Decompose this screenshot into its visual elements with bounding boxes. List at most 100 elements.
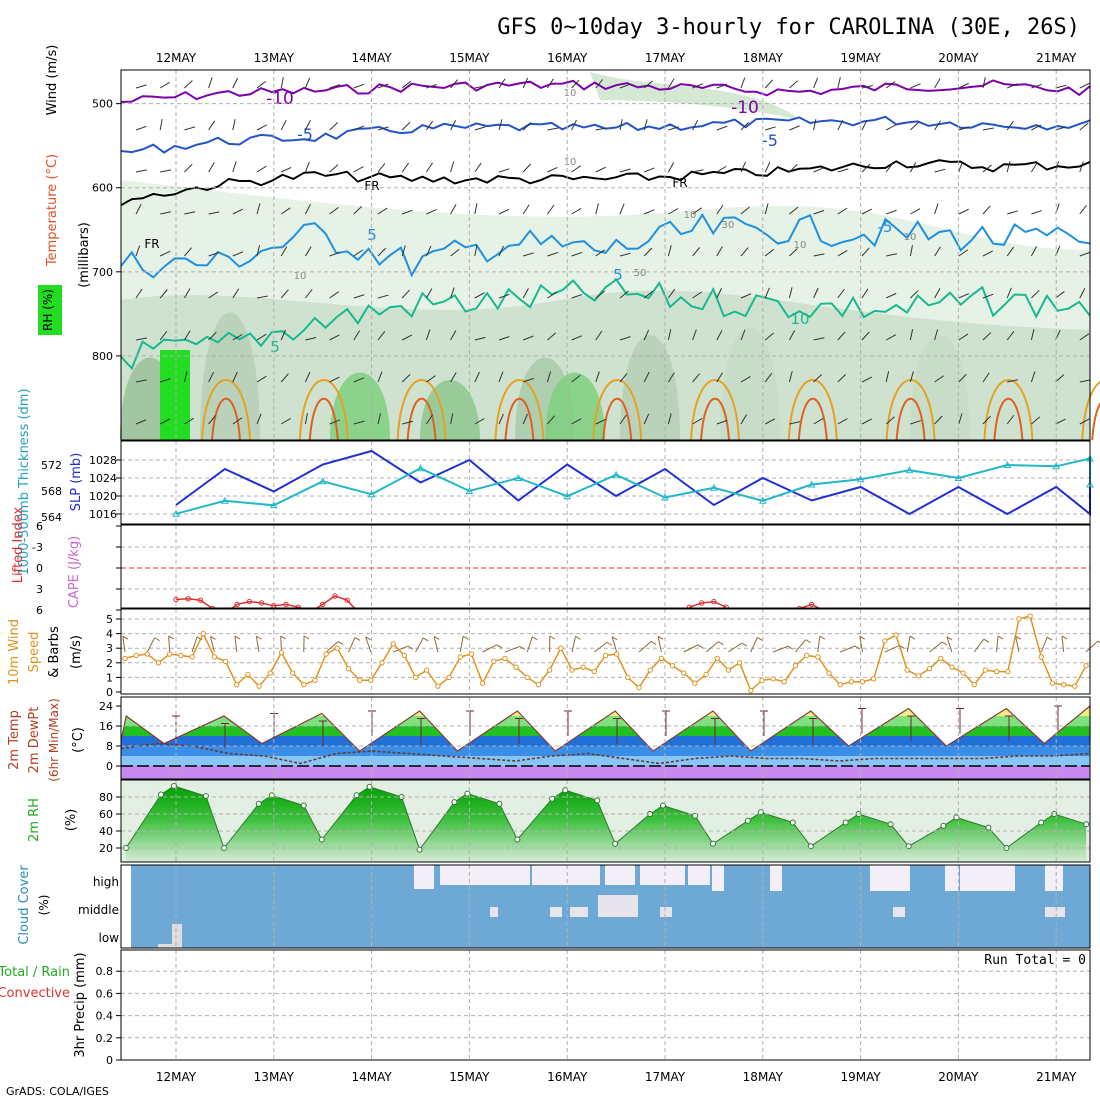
- wind-barb: [522, 413, 528, 425]
- panel-frame: [120, 69, 1091, 441]
- wind-barb: [934, 329, 939, 341]
- wind-barb: [304, 246, 312, 257]
- wind-barb: [474, 371, 480, 383]
- surface-wind-barb: [122, 636, 126, 653]
- wind-barb: [982, 250, 993, 257]
- y-tick-label: 8: [106, 740, 113, 753]
- wind-barb: [789, 80, 799, 89]
- wind-barb: [377, 83, 389, 89]
- wind-speed-marker: [446, 674, 452, 681]
- wind-barb: [1006, 287, 1012, 299]
- wind-barb: [1030, 329, 1035, 341]
- precip-axis-label: 3hr Precip (mm): [73, 952, 88, 1057]
- rh-panel: 20 40 60 80 2m RH (%): [27, 779, 1091, 863]
- wind-barb: [1079, 251, 1091, 257]
- wind-speed-marker: [211, 654, 218, 660]
- isotherm-line: [120, 213, 1091, 279]
- wind-barb: [353, 294, 365, 299]
- rh-marker: [710, 840, 716, 847]
- wind-barb: [667, 245, 672, 257]
- slp-line: [175, 449, 1091, 517]
- surface-wind-barb: [1061, 635, 1068, 640]
- wind-barb: [813, 119, 817, 131]
- wind-barb: [740, 375, 751, 383]
- wind-speed-marker: [837, 682, 843, 688]
- wind-barb: [1031, 210, 1043, 215]
- wind-speed-marker: [390, 641, 396, 647]
- surface-wind-barb: [906, 636, 911, 653]
- rh-marker: [464, 790, 471, 797]
- contour-label: 10: [684, 210, 697, 221]
- wind-speed-marker: [345, 665, 352, 672]
- surface-wind-barb: [519, 645, 526, 650]
- surface-wind-barb: [303, 635, 310, 640]
- wind-barb: [1006, 161, 1011, 173]
- cloud-high-block: [440, 865, 530, 885]
- rh-unit-label: (%): [64, 809, 79, 832]
- band-16-20: [121, 716, 1090, 726]
- rh-column: [910, 335, 970, 440]
- wind-barb: [377, 247, 387, 257]
- wind-speed-marker: [468, 651, 475, 657]
- panel-bg: [121, 441, 1090, 524]
- y-tick-label: 3: [36, 583, 43, 596]
- wind-barb: [184, 247, 192, 257]
- y-tick-label: 16: [99, 720, 113, 733]
- wind-barb: [184, 80, 193, 89]
- wind-barb: [1031, 289, 1040, 299]
- wind-speed-marker: [1005, 668, 1011, 675]
- wind-barb: [208, 251, 220, 257]
- lifted-index-marker: [344, 597, 350, 603]
- temp-contour-20: [504, 397, 535, 441]
- wind-barb: [692, 119, 699, 131]
- wind-speed-marker: [792, 663, 799, 669]
- surface-wind-barb: [606, 641, 613, 646]
- surface-wind-barb: [365, 636, 372, 653]
- wind-barb: [1079, 288, 1086, 299]
- panel-bg: [121, 950, 1090, 1060]
- band-8-12: [121, 736, 1090, 746]
- wind-barb: [1031, 416, 1041, 425]
- slp-tick-label: 1028: [89, 454, 117, 467]
- wind-barb: [668, 126, 680, 131]
- wind-barb: [667, 413, 672, 425]
- wind-barb: [788, 287, 793, 299]
- rh-marker: [451, 799, 458, 806]
- surface-wind-barb: [1085, 640, 1099, 653]
- y-tick-label: 20: [99, 842, 113, 855]
- wind-barb: [1007, 379, 1019, 383]
- wind-barb: [595, 290, 605, 299]
- wind-barb: [546, 78, 554, 89]
- date-label-top: 14MAY: [351, 51, 392, 65]
- wind-speed-marker: [569, 667, 575, 673]
- isotherm-line: [120, 79, 1091, 103]
- wind-barb: [546, 371, 552, 383]
- wind-barb: [160, 378, 171, 383]
- wind-barb: [885, 292, 897, 299]
- precip-convective-label: Convective: [0, 986, 70, 1001]
- wind-barb: [353, 249, 364, 257]
- wind-barb: [232, 371, 238, 383]
- wind-barb: [377, 331, 386, 341]
- wind-barb: [522, 122, 532, 131]
- cloud-high-block: [770, 865, 782, 891]
- wind-barb: [256, 203, 261, 215]
- wind-barb: [764, 248, 775, 257]
- date-label-top: 13MAY: [254, 51, 295, 65]
- wind-barb: [571, 79, 580, 89]
- wind-speed-marker: [1027, 613, 1033, 619]
- wind-barb: [958, 208, 969, 215]
- wind-barb: [280, 246, 288, 257]
- temp-axis-label-4: (°C): [71, 727, 86, 753]
- panel-frame: [120, 608, 1091, 695]
- surface-wind-barb: [504, 645, 521, 653]
- wind-speed-marker: [435, 683, 441, 689]
- contour-label: 10: [564, 88, 577, 99]
- wind-barb: [1030, 371, 1036, 383]
- wind-barb: [160, 211, 172, 215]
- wind-barb: [692, 169, 704, 173]
- wind-barb: [135, 169, 147, 173]
- wind-barb: [667, 162, 675, 173]
- thickness-line: [175, 457, 1091, 515]
